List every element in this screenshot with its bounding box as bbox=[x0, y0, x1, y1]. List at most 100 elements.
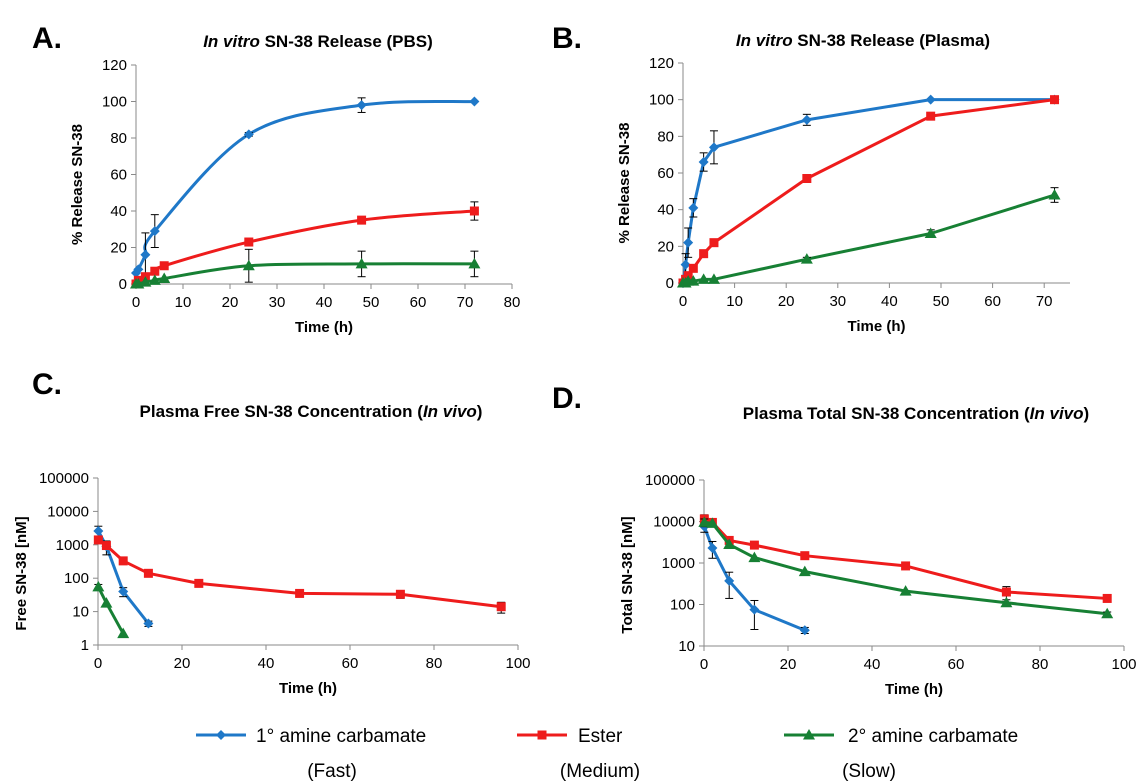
title-italic: In vitro bbox=[203, 32, 260, 51]
legend-sublabel: (Medium) bbox=[560, 761, 640, 782]
y-tick-label: 100 bbox=[102, 94, 127, 111]
data-point bbox=[800, 253, 813, 264]
x-tick-label: 40 bbox=[881, 293, 898, 310]
legend-sublabel: (Slow) bbox=[842, 761, 896, 782]
data-point bbox=[802, 174, 812, 183]
data-point bbox=[1102, 593, 1112, 603]
data-point bbox=[1001, 587, 1011, 597]
data-point bbox=[683, 237, 694, 248]
legend-label: 2° amine carbamate bbox=[848, 726, 1018, 747]
y-tick-label: 100 bbox=[64, 570, 89, 587]
x-tick-label: 0 bbox=[700, 656, 708, 673]
panel-letter: A. bbox=[32, 22, 62, 55]
data-point bbox=[101, 541, 111, 551]
data-point bbox=[687, 275, 700, 286]
data-point bbox=[355, 257, 368, 269]
panel-c: C. Plasma Free SN-38 Concentration (In vi… bbox=[13, 368, 531, 697]
y-axis-label: Free SN-38 [nM] bbox=[13, 516, 30, 630]
data-point bbox=[749, 604, 760, 615]
data-point bbox=[356, 100, 367, 111]
data-point bbox=[133, 264, 144, 275]
y-tick-label: 1000 bbox=[662, 555, 695, 572]
data-point bbox=[706, 517, 719, 528]
legend: 1° amine carbamate (Fast) Ester (Medium) 2° … bbox=[196, 726, 1018, 782]
panel-title: Plasma Free SN-38 Concentration (In vivo… bbox=[140, 402, 483, 421]
data-point bbox=[798, 565, 811, 577]
x-tick-label: 70 bbox=[457, 294, 474, 311]
data-point bbox=[698, 516, 711, 527]
data-point bbox=[688, 202, 699, 213]
y-axis-label: % Release SN-38 bbox=[69, 124, 86, 245]
data-point bbox=[92, 580, 105, 592]
data-point bbox=[901, 561, 911, 571]
series-line bbox=[683, 193, 1055, 285]
x-tick-label: 0 bbox=[132, 294, 140, 311]
x-axis-label: Time (h) bbox=[279, 680, 337, 697]
x-tick-label: 20 bbox=[778, 293, 795, 310]
y-tick-label: 100000 bbox=[645, 472, 695, 489]
data-point bbox=[799, 625, 810, 636]
series-line bbox=[135, 262, 475, 286]
data-point bbox=[723, 538, 736, 549]
data-point bbox=[496, 602, 506, 612]
x-axis-label: Time (h) bbox=[885, 681, 943, 698]
data-point bbox=[748, 551, 761, 563]
x-tick-label: 10 bbox=[175, 294, 192, 311]
x-axis-label: Time (h) bbox=[847, 318, 905, 335]
series-line bbox=[681, 98, 1055, 284]
x-tick-label: 80 bbox=[426, 655, 443, 672]
x-tick-label: 30 bbox=[829, 293, 846, 310]
y-axis-label: Total SN-38 [nM] bbox=[619, 516, 636, 633]
x-tick-label: 60 bbox=[948, 656, 965, 673]
series-diamond bbox=[699, 521, 810, 636]
x-tick-label: 20 bbox=[174, 655, 191, 672]
x-tick-label: 0 bbox=[94, 655, 102, 672]
x-tick-label: 40 bbox=[316, 294, 333, 311]
x-tick-label: 30 bbox=[269, 294, 286, 311]
data-point bbox=[707, 542, 718, 553]
data-point bbox=[243, 129, 254, 140]
data-point bbox=[707, 273, 720, 284]
panel-letter: C. bbox=[32, 368, 62, 401]
data-point bbox=[150, 266, 160, 276]
y-tick-label: 0 bbox=[119, 276, 127, 293]
data-point bbox=[468, 257, 481, 269]
x-tick-label: 70 bbox=[1036, 293, 1053, 310]
panel-a: A. In vitro SN-38 Release (PBS) 0 20 40 60 80 1… bbox=[32, 22, 520, 336]
legend-label: Ester bbox=[578, 726, 623, 747]
panel-letter: D. bbox=[552, 382, 582, 415]
data-point bbox=[697, 273, 710, 284]
data-point bbox=[698, 157, 709, 167]
legend-sublabel: (Fast) bbox=[307, 761, 357, 782]
title-italic: In vitro bbox=[736, 31, 793, 50]
series-diamond bbox=[131, 96, 480, 279]
x-tick-label: 40 bbox=[864, 656, 881, 673]
data-point bbox=[1048, 189, 1061, 200]
x-tick-label: 60 bbox=[410, 294, 427, 311]
data-point bbox=[749, 540, 759, 550]
data-point bbox=[357, 215, 367, 225]
data-point bbox=[158, 272, 171, 284]
data-point bbox=[118, 556, 128, 566]
data-point bbox=[469, 206, 479, 216]
title-end: ) bbox=[1084, 404, 1090, 423]
series-triangle bbox=[92, 580, 130, 639]
y-tick-label: 0 bbox=[666, 275, 674, 292]
data-point bbox=[100, 597, 113, 608]
data-point bbox=[924, 227, 937, 238]
data-point bbox=[1101, 607, 1114, 619]
data-point bbox=[244, 237, 254, 247]
data-point bbox=[395, 589, 405, 599]
title-italic: In vivo bbox=[1030, 404, 1084, 423]
data-point bbox=[149, 226, 160, 237]
x-tick-label: 80 bbox=[1032, 656, 1049, 673]
y-tick-label: 100 bbox=[670, 597, 695, 614]
x-tick-label: 20 bbox=[222, 294, 239, 311]
x-tick-label: 0 bbox=[679, 293, 687, 310]
data-point bbox=[140, 249, 151, 260]
y-tick-label: 40 bbox=[657, 202, 674, 219]
data-point bbox=[1000, 596, 1013, 608]
y-tick-label: 20 bbox=[110, 240, 127, 257]
data-point bbox=[118, 586, 129, 597]
